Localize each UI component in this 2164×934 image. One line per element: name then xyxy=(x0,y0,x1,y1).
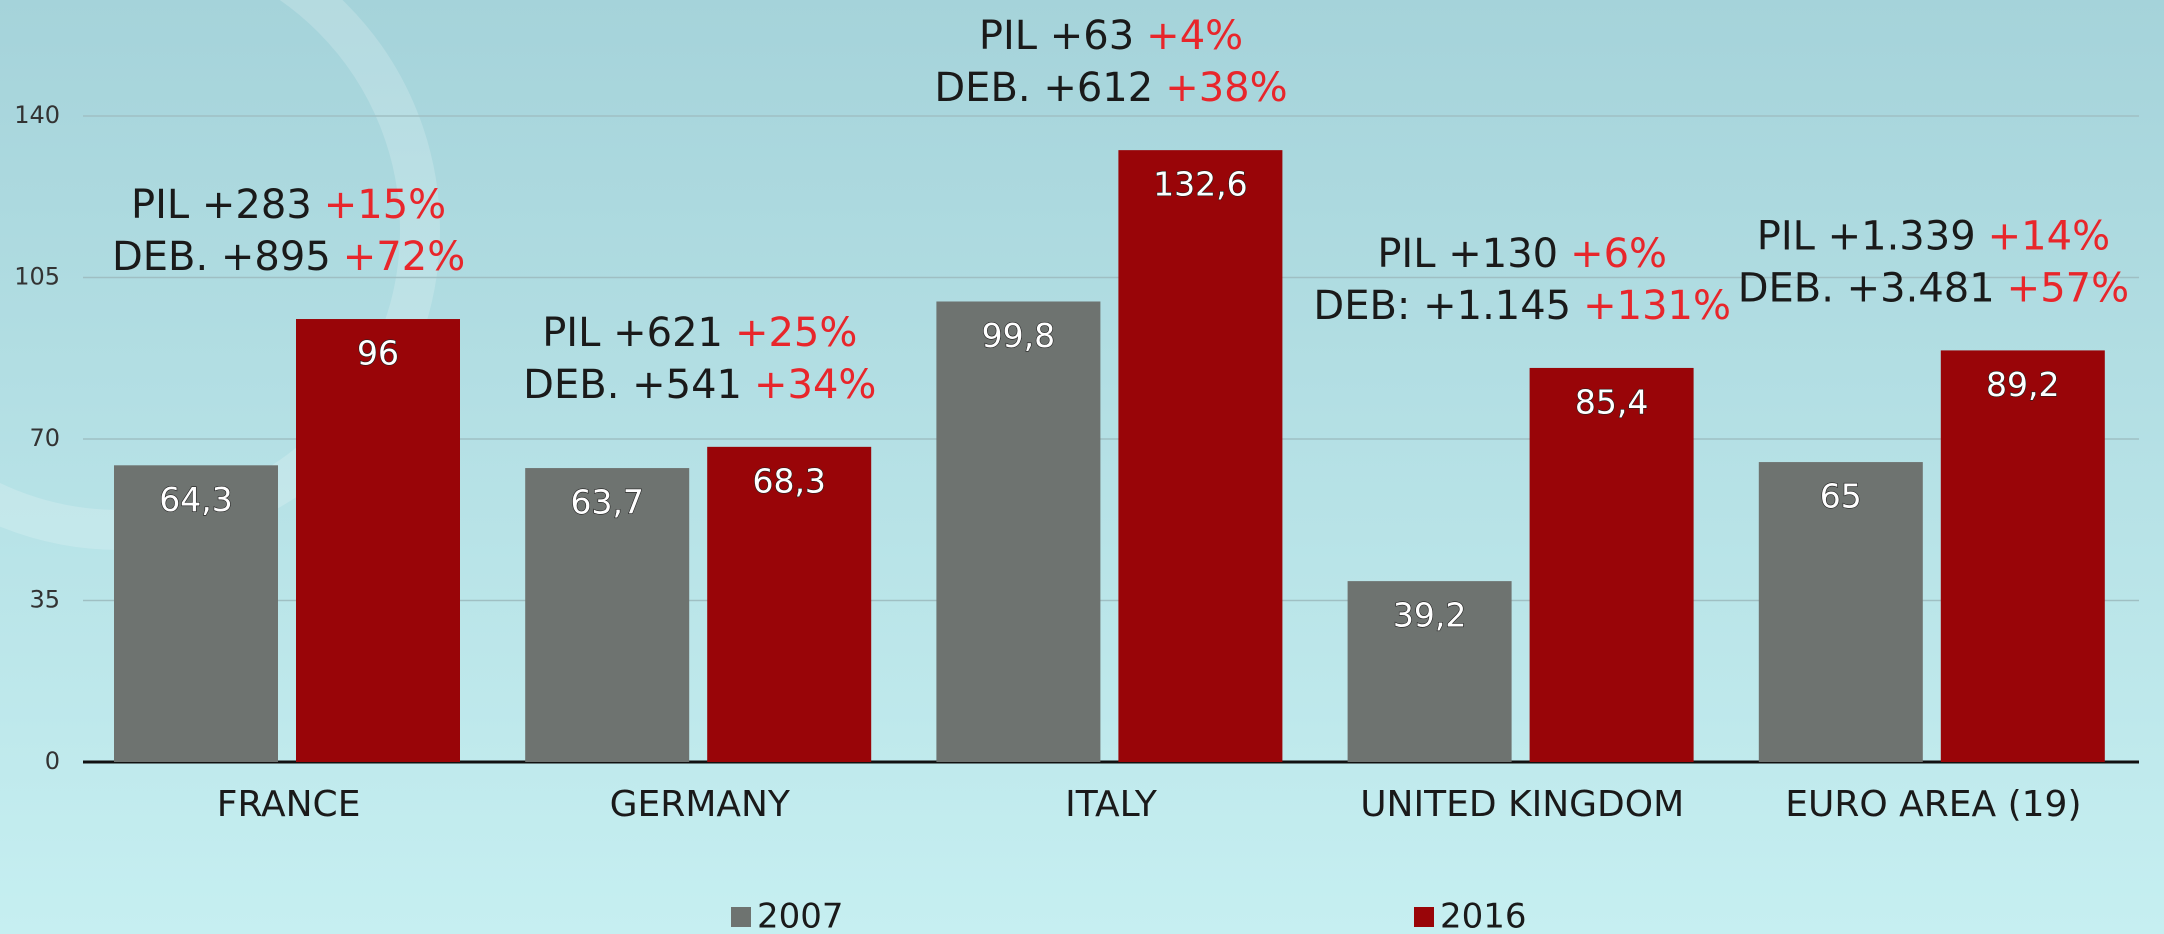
annotation: DEB: +1.145 +131% xyxy=(1313,283,1731,329)
bar xyxy=(1940,350,2105,762)
annotation-percent: +25% xyxy=(735,310,857,356)
annotation-percent: +6% xyxy=(1570,231,1667,277)
y-tick-label: 105 xyxy=(14,263,60,291)
value-label: 96 xyxy=(357,334,399,373)
annotation-text: DEB. +541 xyxy=(523,362,742,408)
annotation-text: DEB. +3.481 xyxy=(1738,265,1995,311)
annotation: DEB. +895 +72% xyxy=(112,234,465,280)
x-tick-label: FRANCE xyxy=(217,784,361,825)
value-label: 89,2 xyxy=(1986,365,2059,404)
annotation-text: PIL +130 xyxy=(1377,231,1558,277)
annotation: DEB. +612 +38% xyxy=(934,65,1287,111)
annotation: PIL +63 +4% xyxy=(979,13,1243,59)
value-label: 65 xyxy=(1820,477,1862,516)
annotation: DEB. +3.481 +57% xyxy=(1738,265,2129,311)
bar xyxy=(1118,150,1283,762)
y-tick-label: 70 xyxy=(29,424,60,452)
bar xyxy=(1529,367,1694,762)
value-label: 85,4 xyxy=(1575,382,1648,421)
bar xyxy=(936,301,1101,762)
annotation: DEB. +541 +34% xyxy=(523,362,876,408)
annotation-text: DEB. +895 xyxy=(112,234,331,280)
x-tick-label: ITALY xyxy=(1065,784,1158,825)
bar xyxy=(296,319,460,762)
value-label: 99,8 xyxy=(982,316,1055,355)
value-label: 132,6 xyxy=(1153,165,1247,204)
annotation-text: DEB: +1.145 xyxy=(1313,283,1571,329)
annotation: PIL +1.339 +14% xyxy=(1757,213,2110,259)
value-label: 39,2 xyxy=(1393,596,1466,635)
annotation-percent: +15% xyxy=(324,182,446,228)
legend-label: 2016 xyxy=(1440,897,1527,934)
annotation-percent: +34% xyxy=(754,362,876,408)
legend-label: 2007 xyxy=(757,897,844,934)
annotation-text: PIL +621 xyxy=(542,310,723,356)
annotation-text: PIL +63 xyxy=(979,13,1134,59)
legend-swatch xyxy=(1414,907,1434,927)
y-tick-label: 35 xyxy=(29,586,60,614)
annotation-percent: +38% xyxy=(1165,65,1287,111)
x-tick-label: EURO AREA (19) xyxy=(1785,784,2081,825)
annotation-percent: +14% xyxy=(1988,213,2110,259)
x-tick-label: UNITED KINGDOM xyxy=(1360,784,1684,825)
annotation-text: DEB. +612 xyxy=(934,65,1153,111)
annotation: PIL +283 +15% xyxy=(131,182,446,228)
value-label: 63,7 xyxy=(570,483,643,522)
value-label: 68,3 xyxy=(752,461,825,500)
annotation-text: PIL +283 xyxy=(131,182,312,228)
y-tick-label: 140 xyxy=(14,101,60,129)
x-tick-label: GERMANY xyxy=(610,784,791,825)
annotation-percent: +72% xyxy=(343,234,465,280)
annotation-percent: +57% xyxy=(2007,265,2129,311)
y-tick-label: 0 xyxy=(45,747,60,775)
bar xyxy=(1758,462,1923,762)
annotation: PIL +621 +25% xyxy=(542,310,857,356)
annotation: PIL +130 +6% xyxy=(1377,231,1667,277)
bar xyxy=(114,465,278,762)
bar xyxy=(1347,581,1512,762)
annotation-percent: +4% xyxy=(1146,13,1243,59)
annotation-percent: +131% xyxy=(1583,283,1731,329)
bar xyxy=(707,446,872,762)
legend-swatch xyxy=(731,907,751,927)
bar xyxy=(525,468,690,762)
annotation-text: PIL +1.339 xyxy=(1757,213,1976,259)
value-label: 64,3 xyxy=(159,480,232,519)
